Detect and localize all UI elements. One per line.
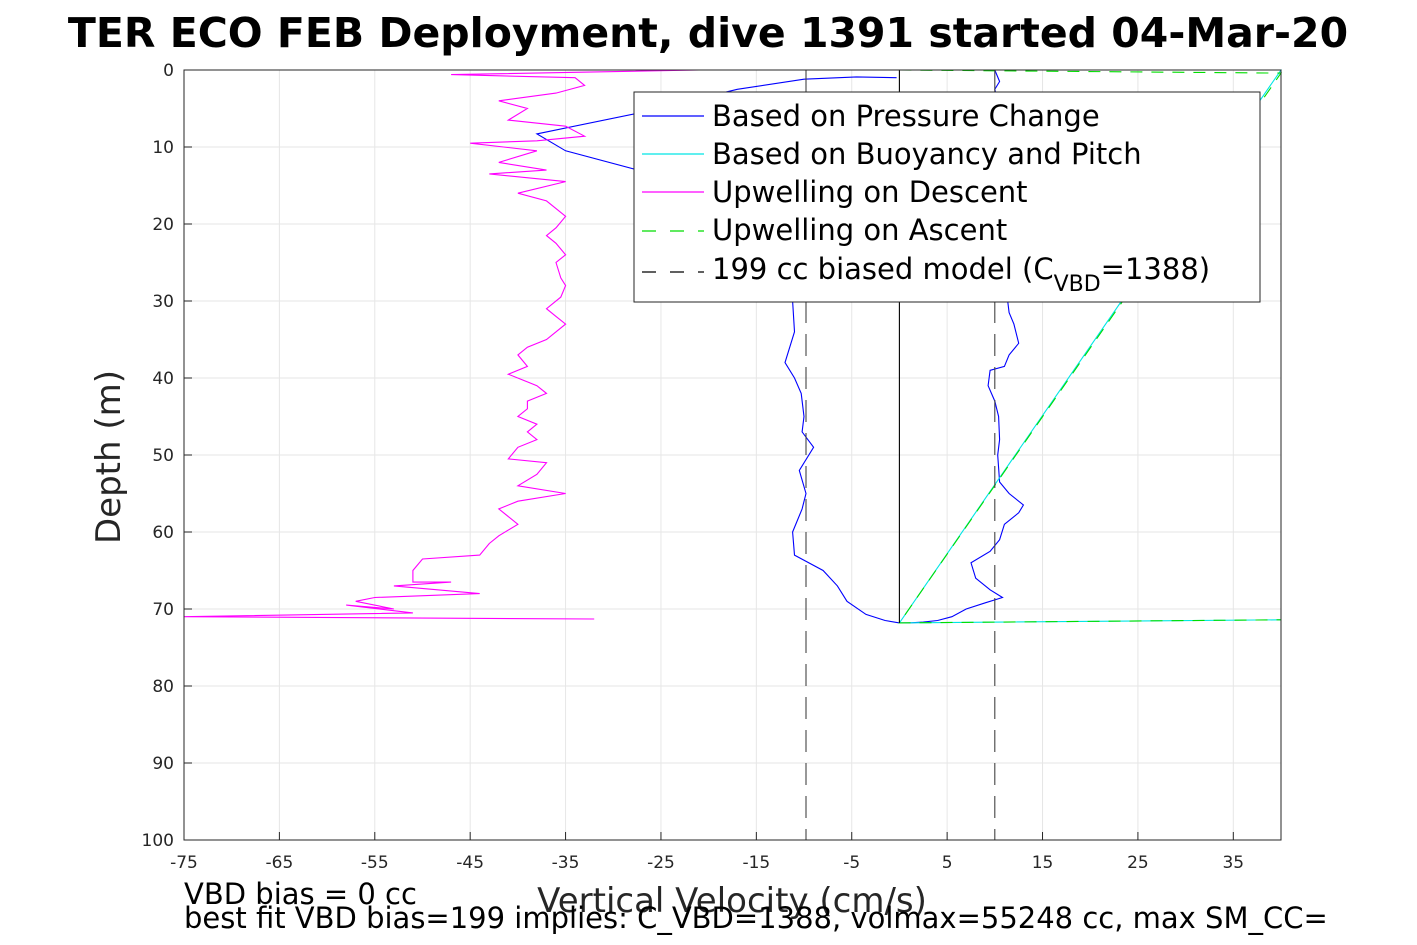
y-tick-label: 50 xyxy=(152,446,174,466)
x-tick-label: -5 xyxy=(843,853,860,873)
y-axis-label: Depth (m) xyxy=(89,370,129,544)
y-tick-label: 100 xyxy=(142,831,174,851)
y-tick-label: 40 xyxy=(152,369,174,389)
x-tick-label: -35 xyxy=(552,853,580,873)
x-tick-label: -45 xyxy=(456,853,484,873)
legend-label-upwelling-ascent: Upwelling on Ascent xyxy=(712,213,1007,247)
legend-label-biased-model-main: 199 cc biased model (C xyxy=(712,252,1054,286)
y-tick-label: 20 xyxy=(152,215,174,235)
legend-entry-buoyancy-pitch: Based on Buoyancy and Pitch xyxy=(642,137,1142,171)
legend-label-biased-model-sub: VBD xyxy=(1054,272,1101,297)
y-tick-label: 0 xyxy=(163,61,174,81)
y-tick-label: 80 xyxy=(152,677,174,697)
x-tick-label: -75 xyxy=(170,853,198,873)
x-tick-label: -15 xyxy=(742,853,770,873)
x-tick-label: 25 xyxy=(1127,853,1149,873)
y-tick-label: 30 xyxy=(152,292,174,312)
x-tick-label: 35 xyxy=(1222,853,1244,873)
x-axis-label: Vertical Velocity (cm/s) xyxy=(537,881,927,921)
legend-label-biased-model: 199 cc biased model (CVBD=1388) xyxy=(712,252,1210,297)
legend-label-upwelling-descent: Upwelling on Descent xyxy=(712,175,1028,209)
y-tick-label: 60 xyxy=(152,523,174,543)
legend-entry-biased-model: 199 cc biased model (CVBD=1388) xyxy=(642,252,1210,297)
y-tick-label: 70 xyxy=(152,600,174,620)
legend-label-buoyancy-pitch: Based on Buoyancy and Pitch xyxy=(712,137,1142,171)
x-tick-label: 15 xyxy=(1032,853,1054,873)
legend-entry-pressure-change: Based on Pressure Change xyxy=(642,99,1100,133)
legend-label-pressure-change: Based on Pressure Change xyxy=(712,99,1100,133)
x-tick-label: -55 xyxy=(361,853,389,873)
legend-entry-upwelling-ascent: Upwelling on Ascent xyxy=(642,213,1007,247)
series-upwelling-on-ascent xyxy=(898,69,1283,624)
x-tick-label: -65 xyxy=(266,853,294,873)
legend: Based on Pressure Change Based on Buoyan… xyxy=(633,91,1261,303)
chart-title: TER ECO FEB Deployment, dive 1391 starte… xyxy=(68,9,1348,57)
x-tick-label: -25 xyxy=(647,853,675,873)
y-tick-label: 10 xyxy=(152,138,174,158)
legend-entry-upwelling-descent: Upwelling on Descent xyxy=(642,175,1028,209)
series-upwelling-on-descent xyxy=(183,69,700,620)
legend-label-biased-model-suffix: =1388) xyxy=(1101,252,1210,286)
y-tick-label: 90 xyxy=(152,754,174,774)
best-fit-note: best fit VBD bias=199 implies: C_VBD=138… xyxy=(184,901,1328,935)
vbd-bias-note: VBD bias = 0 cc xyxy=(184,877,417,911)
tick-layer: -75 -65 -55 -45 -35 -25 -15 -5 5 15 25 350102030405… xyxy=(142,61,1245,873)
x-tick-label: 5 xyxy=(942,853,953,873)
